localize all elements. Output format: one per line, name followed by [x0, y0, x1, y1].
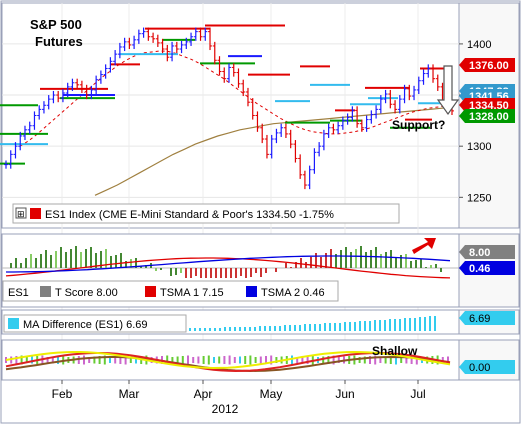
- shallow-line-yellow: [5, 350, 451, 370]
- tsma2-badge: [459, 261, 515, 275]
- price-badge: [459, 98, 515, 112]
- support-annotation: Support?: [392, 118, 446, 132]
- madiff-legend-box: [3, 314, 187, 333]
- x-tick-label: Feb: [52, 387, 73, 401]
- ma-short-line: [19, 50, 453, 147]
- tscore-legend-swatch: [145, 286, 156, 297]
- x-tick-label: May: [260, 387, 283, 401]
- madiff-badge-label: 6.69: [469, 313, 490, 325]
- y-tick-label: 1300: [467, 141, 491, 153]
- x-axis-year-label: 2012: [212, 402, 239, 416]
- tscore-badge: [459, 245, 515, 259]
- up-arrow-icon: [412, 238, 436, 254]
- madiff-legend-label: MA Difference (ES1) 6.69: [23, 319, 148, 331]
- legend-toggle-icon: ⊞: [17, 209, 25, 219]
- y-tick-label: 1250: [467, 192, 491, 204]
- tscore-legend-swatch: [40, 286, 51, 297]
- madiff-legend-swatch: [8, 318, 19, 329]
- legend-swatch-es1: [30, 208, 41, 219]
- price-panel-frame: [1, 2, 460, 229]
- title-line2: Futures: [35, 34, 83, 49]
- price-badge: [459, 58, 515, 72]
- tsma2-line: [6, 255, 451, 273]
- tscore-legend-ticker: ES1: [8, 287, 29, 299]
- x-tick-label: Jun: [335, 387, 354, 401]
- tscore-legend-label: T Score 8.00: [55, 287, 118, 299]
- madiff-badge: [459, 311, 515, 325]
- ma-long-line: [94, 106, 453, 196]
- legend-toggle-button[interactable]: [15, 207, 27, 219]
- shallow-annotation: Shallow: [372, 344, 418, 358]
- down-arrow-icon: [436, 65, 460, 116]
- x-tick-label: Jul: [410, 387, 425, 401]
- shallow-badge: [459, 360, 515, 374]
- tscore-legend-label: TSMA 1 7.15: [160, 287, 224, 299]
- tscore-badge-label: 8.00: [469, 247, 490, 259]
- shallow-badge-label: 0.00: [469, 362, 490, 374]
- title-line1: S&P 500: [30, 17, 82, 32]
- x-tick-label: Mar: [119, 387, 140, 401]
- tsma1-line: [5, 257, 451, 279]
- price-legend-text: ES1 Index (CME E-Mini Standard & Poor's …: [45, 209, 334, 221]
- price-legend-box: [12, 203, 400, 224]
- price-badge-label: 1328.00: [469, 111, 509, 123]
- y-tick-label: 1400: [467, 39, 491, 51]
- tscore-legend-swatch: [246, 286, 257, 297]
- price-badge: [459, 109, 515, 123]
- tsma2-badge-label: 0.46: [469, 263, 490, 275]
- tscore-legend-label: TSMA 2 0.46: [261, 287, 325, 299]
- x-tick-label: Apr: [194, 387, 213, 401]
- price-badge-label: 1376.00: [469, 60, 509, 72]
